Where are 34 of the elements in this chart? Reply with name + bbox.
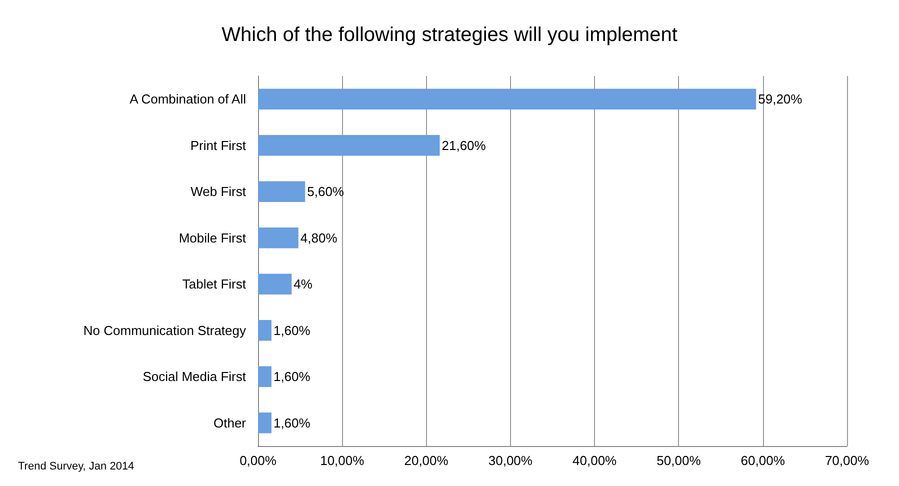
bar [258,227,298,248]
x-tick-label: 0,00% [240,453,277,468]
bar [258,134,440,156]
y-tick-label: Tablet First [182,276,246,292]
bar [258,366,272,388]
y-tick-label: No Communication Strategy [83,322,246,338]
bar [258,320,272,341]
bar [258,181,306,202]
data-label: 4,80% [300,230,338,246]
text: Trend Survey, Jan 2014 [18,460,134,472]
x-tick-label: 70,00% [824,453,870,468]
bar [258,412,272,434]
data-label: 5,60% [307,184,344,200]
x-tick-label: 40,00% [572,453,618,468]
y-tick-label: Social Media First [142,369,246,384]
x-tick-label: 10,00% [320,453,365,468]
data-label: 59,20% [758,92,803,107]
y-tick-label: Other [213,415,247,430]
y-tick-label: Mobile First [178,230,246,246]
data-label: 1,60% [273,322,311,338]
chart-title: Which of the following strategies will you implement [222,24,678,46]
x-tick-label: 20,00% [404,453,449,468]
y-tick-label: Print First [190,138,246,153]
data-label: 4% [294,276,313,292]
x-tick-label: 30,00% [488,453,533,468]
y-tick-label: A Combination of All [130,92,246,107]
data-label: 1,60% [273,369,311,384]
x-tick-label: 60,00% [740,453,786,468]
bar [258,88,756,110]
data-label: 21,60% [442,138,486,153]
y-tick-label: Web First [190,184,246,200]
x-tick-label: 50,00% [656,453,702,468]
data-label: 1,60% [273,415,311,430]
bar [258,274,292,295]
